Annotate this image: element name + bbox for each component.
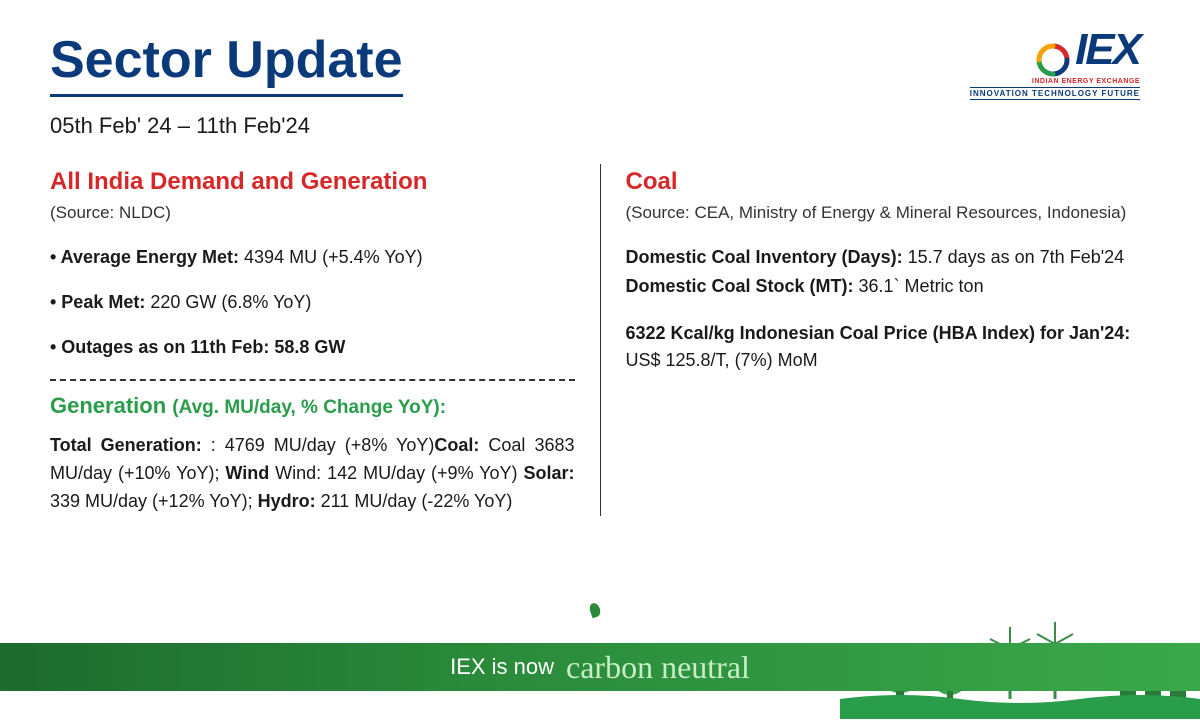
demand-section-title: All India Demand and Generation — [50, 164, 575, 200]
demand-bullet: • Peak Met: 220 GW (6.8% YoY) — [50, 289, 575, 316]
generation-section-title: Generation (Avg. MU/day, % Change YoY): — [50, 389, 575, 423]
demand-source: (Source: NLDC) — [50, 200, 575, 226]
coal-block: Domestic Coal Inventory (Days): 15.7 day… — [626, 244, 1151, 300]
date-range: 05th Feb' 24 – 11th Feb'24 — [50, 113, 970, 139]
footer-banner: IEX is now carbon neutral — [0, 643, 1200, 691]
demand-bullet: • Outages as on 11th Feb: 58.8 GW — [50, 334, 575, 361]
leaf-icon — [588, 602, 602, 619]
footer-text-a: IEX is now — [450, 654, 554, 680]
coal-line: 6322 Kcal/kg Indonesian Coal Price (HBA … — [626, 320, 1151, 374]
right-column: Coal (Source: CEA, Ministry of Energy & … — [601, 164, 1151, 516]
footer-text-b: carbon neutral — [566, 649, 750, 686]
coal-line: Domestic Coal Inventory (Days): 15.7 day… — [626, 244, 1151, 271]
left-column: All India Demand and Generation (Source:… — [50, 164, 601, 516]
logo-text: IEX — [1075, 25, 1140, 74]
dashed-divider — [50, 379, 575, 381]
iex-logo: IEX INDIAN ENERGY EXCHANGE INNOVATION TE… — [970, 30, 1150, 100]
generation-body: Total Generation: : 4769 MU/day (+8% YoY… — [50, 432, 575, 516]
page-title: Sector Update — [50, 30, 403, 97]
demand-bullet: • Average Energy Met: 4394 MU (+5.4% YoY… — [50, 244, 575, 271]
coal-block: 6322 Kcal/kg Indonesian Coal Price (HBA … — [626, 320, 1151, 374]
coal-source: (Source: CEA, Ministry of Energy & Miner… — [626, 200, 1151, 226]
coal-section-title: Coal — [626, 164, 1151, 200]
coal-line: Domestic Coal Stock (MT): 36.1` Metric t… — [626, 273, 1151, 300]
logo-swirl-icon — [1033, 40, 1073, 80]
logo-tagline: INNOVATION TECHNOLOGY FUTURE — [970, 87, 1140, 100]
